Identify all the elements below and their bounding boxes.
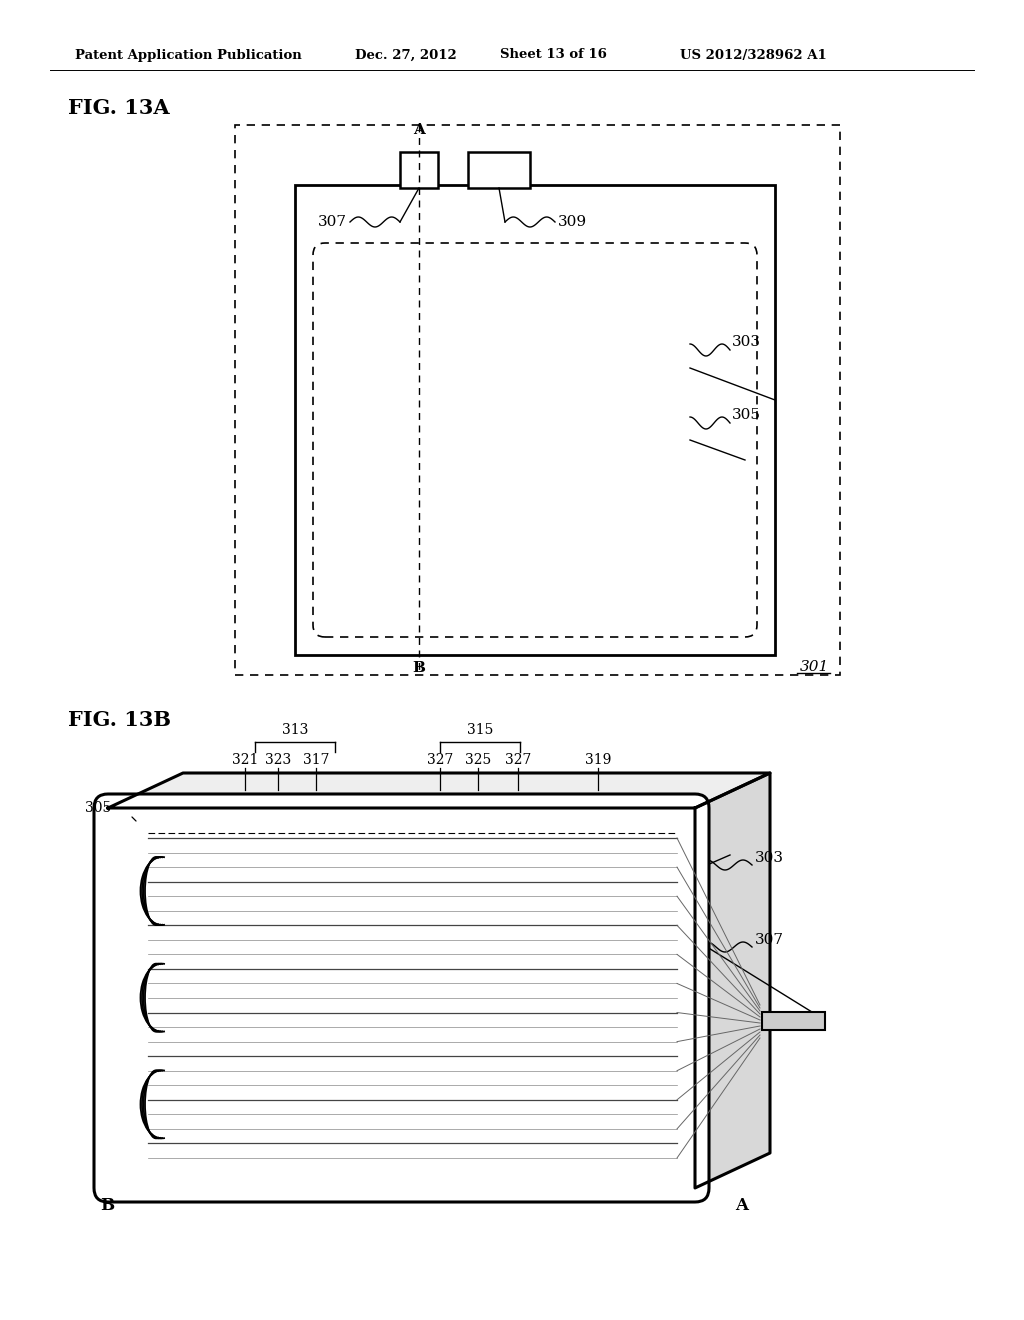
- Text: A: A: [735, 1196, 748, 1213]
- Text: 303: 303: [755, 851, 784, 865]
- Bar: [295, 185, 775, 655]
- Text: 301: 301: [800, 660, 829, 675]
- Text: 315: 315: [467, 723, 494, 737]
- Text: 319: 319: [585, 752, 611, 767]
- Text: 309: 309: [558, 215, 587, 228]
- Text: B: B: [413, 661, 426, 675]
- Text: 317: 317: [303, 752, 330, 767]
- Text: FIG. 13B: FIG. 13B: [68, 710, 171, 730]
- Bar: [234, 125, 840, 675]
- Text: US 2012/328962 A1: US 2012/328962 A1: [680, 49, 826, 62]
- Bar: [762, 1012, 825, 1030]
- Text: Sheet 13 of 16: Sheet 13 of 16: [500, 49, 607, 62]
- Polygon shape: [695, 774, 770, 1188]
- Text: B: B: [100, 1196, 114, 1213]
- Text: Dec. 27, 2012: Dec. 27, 2012: [355, 49, 457, 62]
- Text: A: A: [413, 123, 425, 137]
- Text: Patent Application Publication: Patent Application Publication: [75, 49, 302, 62]
- Bar: [400, 152, 438, 187]
- Text: 303: 303: [732, 335, 761, 348]
- Polygon shape: [108, 774, 770, 808]
- Text: 325: 325: [465, 752, 492, 767]
- Text: 305: 305: [85, 801, 112, 814]
- Text: 307: 307: [755, 933, 784, 946]
- Text: 305: 305: [732, 408, 761, 422]
- Text: 327: 327: [427, 752, 454, 767]
- Text: 313: 313: [282, 723, 308, 737]
- Text: 321: 321: [231, 752, 258, 767]
- Text: 307: 307: [318, 215, 347, 228]
- Text: 327: 327: [505, 752, 531, 767]
- Text: 323: 323: [265, 752, 291, 767]
- FancyBboxPatch shape: [94, 795, 709, 1203]
- Text: FIG. 13A: FIG. 13A: [68, 98, 170, 117]
- Bar: [468, 152, 530, 187]
